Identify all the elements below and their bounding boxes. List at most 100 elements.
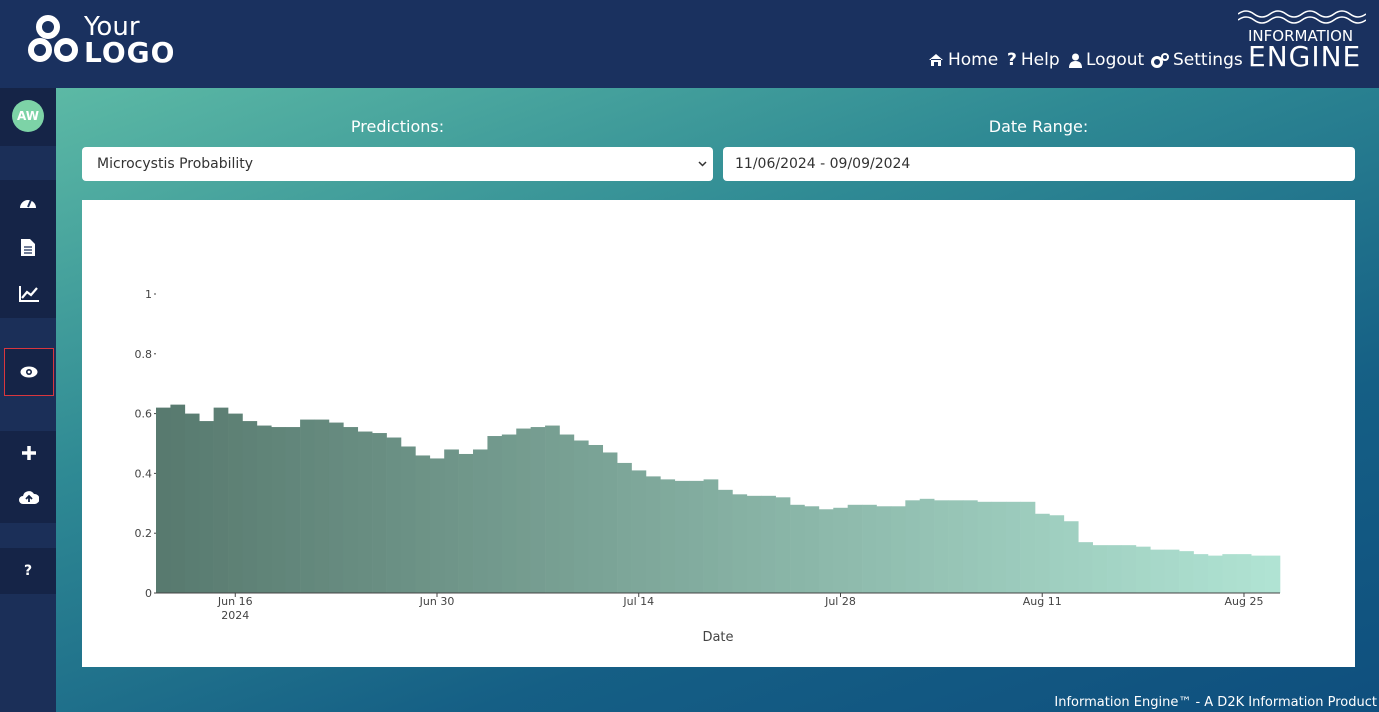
- bar: [1265, 555, 1281, 593]
- logo-text: LOGO: [84, 36, 176, 69]
- bar: [876, 506, 892, 593]
- bar: [746, 495, 762, 593]
- nav-label[interactable]: Help: [1020, 50, 1060, 70]
- bar: [170, 404, 186, 593]
- bar: [977, 501, 993, 593]
- nav-home[interactable]: Home: [928, 50, 998, 70]
- bar: [732, 494, 748, 593]
- bar: [703, 479, 719, 593]
- icon-eye: [20, 366, 38, 378]
- bar: [1207, 555, 1223, 593]
- bar: [1179, 551, 1194, 593]
- bar: [429, 458, 445, 593]
- nav-help[interactable]: ? Help: [1007, 50, 1060, 70]
- bar: [1107, 545, 1122, 593]
- bar: [516, 428, 531, 593]
- bar: [1020, 501, 1036, 593]
- bar: [617, 462, 632, 593]
- brand-waves: [1238, 10, 1366, 24]
- bar: [487, 436, 503, 593]
- chevron: [698, 161, 707, 167]
- nav-label[interactable]: Logout: [1086, 50, 1145, 70]
- bar: [501, 434, 517, 593]
- avatar[interactable]: AW: [12, 100, 44, 132]
- sidebar-user: AW: [0, 88, 56, 146]
- predictions-select[interactable]: Microcystis Probability: [82, 147, 713, 181]
- bar: [919, 498, 935, 593]
- bar: [689, 480, 704, 593]
- field-label: Date Range:: [988, 117, 1089, 136]
- sidebar-active[interactable]: [4, 348, 54, 396]
- bar: [328, 422, 344, 593]
- bar: [458, 453, 474, 593]
- bar: [184, 413, 200, 593]
- y-tick-label: 0: [145, 587, 152, 600]
- bar: [1006, 501, 1021, 593]
- sidebar-group: [0, 431, 56, 523]
- logo-icon: [28, 15, 78, 62]
- nav-label[interactable]: Home: [948, 50, 999, 70]
- bar: [444, 449, 459, 593]
- bar: [256, 425, 272, 593]
- bar: [833, 507, 848, 593]
- bar: [415, 455, 431, 593]
- bar: [199, 421, 214, 593]
- sidebar-group: [0, 180, 56, 318]
- bar: [790, 504, 805, 593]
- nav-label[interactable]: Settings: [1173, 50, 1243, 70]
- bar: [818, 509, 834, 593]
- icon: [929, 54, 943, 66]
- bar: [559, 434, 575, 593]
- icon: [1069, 53, 1082, 68]
- logo-text: Your: [84, 12, 140, 42]
- bar: [1049, 515, 1065, 593]
- bar: [602, 452, 618, 593]
- bar: [228, 413, 243, 593]
- icon-add[interactable]: [22, 446, 36, 460]
- bar: [775, 497, 791, 593]
- bar: [1164, 549, 1180, 593]
- input-value: 11/06/2024 - 09/09/2024: [735, 156, 911, 172]
- main: Predictions: Date Range: Microcystis Pro…: [56, 88, 1379, 712]
- bar: [372, 433, 387, 593]
- sidebar-help[interactable]: ?: [0, 548, 56, 594]
- icon-report[interactable]: [21, 239, 35, 256]
- bar: [645, 476, 661, 593]
- bar: [761, 495, 776, 593]
- footer: Information Engine™ - A D2K Information …: [1054, 695, 1377, 710]
- bar: [357, 431, 373, 593]
- bar: [343, 427, 359, 593]
- date-range-input[interactable]: 11/06/2024 - 09/09/2024: [723, 147, 1355, 181]
- x-axis-title: Date: [702, 630, 733, 645]
- y-tick-label: 0.8: [135, 348, 153, 361]
- field-label: Predictions:: [350, 117, 445, 136]
- x-tick-label: Aug 25: [1224, 595, 1263, 608]
- y-tick-label: 0.4: [135, 467, 153, 480]
- bar: [962, 500, 978, 593]
- sidebar: AW ?: [0, 88, 56, 712]
- bar: [1135, 546, 1151, 593]
- bar: [156, 407, 171, 593]
- nav-settings[interactable]: Settings: [1151, 50, 1243, 70]
- icon-dashboard[interactable]: [19, 194, 37, 210]
- bar: [862, 504, 877, 593]
- x-tick-label: Jul 14: [622, 595, 654, 608]
- bar: [588, 444, 604, 593]
- icon-chart[interactable]: [19, 286, 39, 302]
- bar: [530, 427, 546, 593]
- x-tick-label: Aug 11: [1023, 595, 1062, 608]
- bar: [300, 419, 315, 593]
- bar: [991, 501, 1007, 593]
- chart-panel: 0 0.2 0.4 0.6 0.8 1 Jun 16 2024 Jun 30 Jul 14 Jul …: [82, 200, 1355, 667]
- nav-logout[interactable]: Logout: [1069, 50, 1144, 70]
- x-tick-label: Jul 28: [824, 595, 856, 608]
- header: Your LOGO Home ? Help Logout Settings INF…: [0, 0, 1379, 88]
- bar: [242, 421, 258, 593]
- bar: [1121, 545, 1137, 593]
- bar: [271, 427, 286, 593]
- bar: [314, 419, 330, 593]
- icon-upload[interactable]: [19, 490, 39, 505]
- bar: [1222, 554, 1238, 593]
